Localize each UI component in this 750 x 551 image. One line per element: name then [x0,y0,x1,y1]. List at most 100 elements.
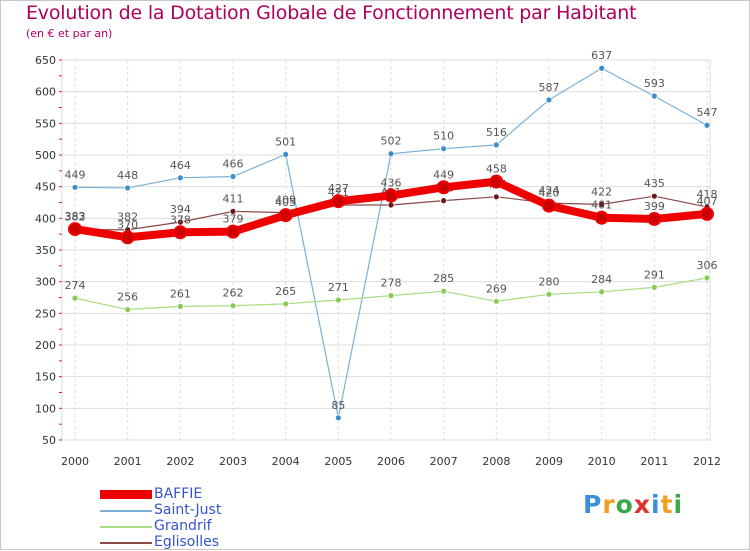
logo-letter: P [583,490,603,519]
data-label: 401 [591,199,612,212]
data-label: 370 [117,218,138,231]
data-point [650,92,658,100]
y-tick-label: 300 [35,276,56,289]
data-point [282,300,290,308]
data-point [176,174,184,182]
data-label: 422 [591,185,612,198]
y-tick-label: 450 [35,181,56,194]
logo-letter: t [660,490,674,519]
x-tick-label: 2001 [114,455,142,468]
x-tick-label: 2003 [219,455,247,468]
data-label: 383 [65,210,86,223]
data-point [436,180,451,195]
data-label: 502 [381,135,402,148]
x-tick-label: 2002 [166,455,194,468]
data-label: 85 [331,399,345,412]
y-tick-label: 150 [35,371,56,384]
data-point [545,290,553,298]
data-label: 421 [328,186,349,199]
y-tick-label: 400 [35,212,56,225]
data-point [68,222,82,237]
data-point [387,292,395,300]
data-label: 285 [433,272,454,285]
data-point [700,206,714,221]
data-label: 274 [65,279,86,292]
x-tick-label: 2009 [535,455,563,468]
data-point [282,150,290,158]
y-tick-label: 50 [42,434,56,447]
logo-letter: x [633,490,651,519]
x-tick-label: 2007 [430,455,458,468]
data-label: 379 [223,213,244,226]
x-tick-label: 2000 [61,455,89,468]
data-point [440,287,448,295]
data-label: 265 [275,285,296,298]
data-label: 271 [328,281,349,294]
data-label: 449 [65,168,86,181]
data-point [492,193,500,201]
data-point [440,197,448,205]
data-point [703,121,711,129]
data-point [384,188,398,203]
data-point [229,173,237,180]
data-label: 516 [486,126,507,139]
data-label: 637 [591,49,612,62]
data-label: 280 [539,275,560,288]
data-label: 411 [223,192,244,205]
data-label: 291 [644,268,665,281]
chart-title: Evolution de la Dotation Globale de Fonc… [26,2,637,24]
data-label: 269 [486,282,507,295]
y-tick-label: 100 [35,402,56,415]
data-label: 405 [275,196,296,209]
data-label: 501 [275,135,296,148]
data-point [173,225,188,240]
data-point [492,141,500,149]
legend-label: Grandrif [154,518,212,534]
data-label: 278 [381,277,402,290]
x-tick-label: 2012 [693,455,721,468]
data-point [703,274,711,282]
data-point [387,201,395,209]
data-point [71,183,79,191]
x-tick-label: 2004 [272,455,300,468]
data-point [492,297,500,305]
y-tick-label: 200 [35,339,56,352]
data-label: 306 [697,259,718,272]
data-point [334,414,342,422]
data-label: 427 [328,182,349,195]
data-label: 449 [433,168,454,181]
data-point [331,194,346,209]
chart-subtitle: (en € et par an) [26,27,113,40]
data-point [545,96,553,104]
x-tick-label: 2005 [324,455,352,468]
legend-swatch-baffie [100,490,152,499]
data-point [598,200,606,208]
data-label: 407 [697,195,718,208]
data-point [226,224,240,239]
data-point [334,296,342,304]
data-label: 424 [539,184,560,197]
x-tick-label: 2011 [640,455,668,468]
data-point [647,211,662,226]
data-label: 256 [117,291,138,304]
data-label: 382 [117,211,138,224]
data-label: 436 [381,177,402,190]
x-tick-label: 2008 [482,455,510,468]
legend-label: BAFFIE [154,486,203,502]
data-point [278,208,293,223]
data-point [120,230,135,245]
data-point [489,174,504,189]
data-point [594,210,609,225]
data-point [598,288,606,296]
logo-letter: i [673,490,684,519]
data-point [229,207,237,215]
data-point [229,302,237,310]
data-point [124,306,132,313]
data-label: 261 [170,287,191,300]
data-label: 382 [65,211,86,224]
data-point [542,198,556,213]
data-label: 593 [644,77,665,90]
y-tick-label: 500 [35,149,56,162]
legend-label: Eglisolles [154,534,220,550]
